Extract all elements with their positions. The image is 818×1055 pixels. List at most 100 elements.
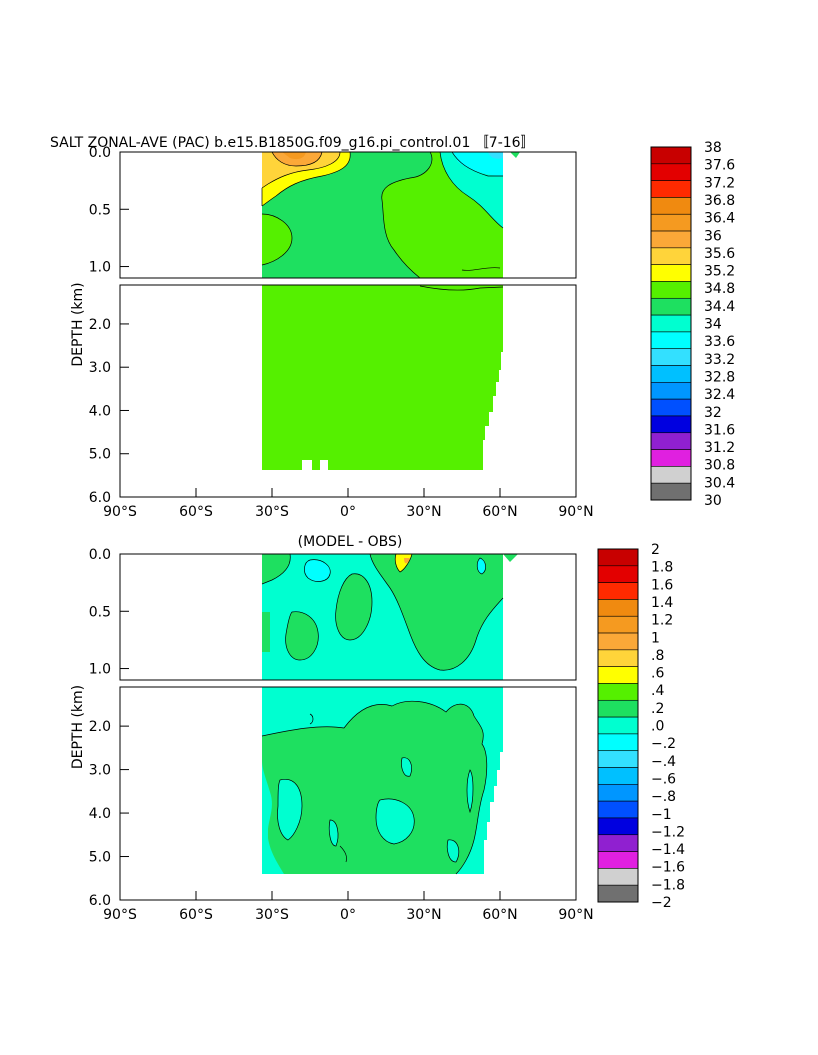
colorbar-label: 32.4 [704, 387, 735, 403]
colorbar-label: 30 [704, 493, 722, 509]
colorbar-label: 30.4 [704, 475, 735, 491]
x-tick-label: 30°N [406, 907, 441, 923]
y-axis-label: DEPTH (km) [70, 282, 86, 366]
colorbar-swatch [650, 432, 692, 450]
colorbar-swatch [597, 784, 639, 802]
colorbar-swatch [650, 415, 692, 434]
colorbar-swatch [597, 683, 639, 701]
colorbar-swatch [650, 180, 692, 198]
colorbar-swatch [597, 868, 639, 886]
colorbar-label: 2 [651, 542, 660, 558]
colorbar-label: 35.2 [704, 264, 735, 280]
colorbar-swatch [597, 582, 639, 600]
colorbar-label: −1.8 [651, 877, 685, 893]
colorbar-label: 37.6 [704, 158, 735, 174]
colorbar-swatch [650, 163, 692, 181]
colorbar-swatch [650, 230, 692, 249]
y-tick-label: 0.0 [89, 145, 111, 161]
colorbar-swatch [650, 482, 692, 501]
colorbar-swatch [650, 213, 692, 232]
colorbar-swatch [597, 817, 639, 836]
colorbar-label: 1 [651, 630, 660, 646]
colorbar-swatch [650, 466, 692, 484]
colorbar-swatch [597, 834, 639, 852]
colorbar-label: 33.2 [704, 352, 735, 368]
colorbar-swatch [597, 767, 639, 785]
x-tick-label: 0° [340, 907, 356, 923]
y-tick-label: 0.5 [89, 202, 111, 218]
colorbar-swatch [597, 548, 639, 567]
bottom-upper-frame [119, 553, 577, 681]
y-tick-label: 1.0 [89, 260, 111, 276]
colorbar-label: 1.6 [651, 577, 673, 593]
y-tick-label: 1.0 [89, 662, 111, 678]
colorbar-frame [650, 146, 692, 501]
bottom-lower-contours [261, 700, 488, 875]
colorbar-label: 30.8 [704, 458, 735, 474]
colorbar-label: .4 [651, 683, 664, 699]
colorbar-label: .6 [651, 666, 664, 682]
x-tick-label: 60°N [482, 504, 517, 520]
top-lower-field [262, 285, 504, 470]
colorbar-swatch [597, 599, 639, 617]
x-tick-label: 90°N [558, 907, 593, 923]
colorbar-swatch [597, 699, 639, 718]
bottom-lower-field [262, 687, 503, 874]
colorbar-swatch [597, 733, 639, 752]
top-upper-field [261, 152, 520, 278]
colorbar-label: .2 [651, 701, 664, 717]
colorbar-label: 31.6 [704, 422, 735, 438]
x-tick-label: 90°N [558, 504, 593, 520]
colorbar-swatch [597, 666, 639, 684]
y-tick-label: 0.0 [89, 547, 111, 563]
x-tick-label: 60°S [179, 504, 213, 520]
colorbar-label: −2 [651, 895, 672, 911]
colorbar-swatch [597, 716, 639, 735]
colorbar-swatch [597, 800, 639, 819]
colorbar-label: −1.6 [651, 860, 685, 876]
colorbar-label: −.8 [651, 789, 676, 805]
colorbar-label: .0 [651, 719, 664, 735]
colorbar-swatch [650, 146, 692, 165]
difference-panel-title: (MODEL - OBS) [298, 534, 403, 550]
y-tick-label: 3.0 [89, 763, 111, 779]
colorbar-label: −.6 [651, 771, 676, 787]
colorbar-swatch [650, 331, 692, 350]
colorbar-label: 33.6 [704, 334, 735, 350]
y-tick-label: 3.0 [89, 360, 111, 376]
y-tick-label: 6.0 [89, 893, 111, 909]
colorbar-label: 35.6 [704, 246, 735, 262]
colorbar-swatch [650, 348, 692, 366]
x-tick-label: 30°N [406, 504, 441, 520]
colorbar-label: −.4 [651, 754, 676, 770]
y-tick-label: 0.5 [89, 604, 111, 620]
colorbar-swatch [650, 247, 692, 265]
colorbar-label: 1.4 [651, 595, 673, 611]
colorbar-swatch [650, 398, 692, 417]
y-tick-label: 2.0 [89, 719, 111, 735]
y-tick-label: 4.0 [89, 806, 111, 822]
y-tick-label: 2.0 [89, 317, 111, 333]
colorbar-frame [597, 548, 639, 903]
colorbar-label: 38 [704, 140, 722, 156]
y-tick-label: 4.0 [89, 403, 111, 419]
colorbar-label: −.2 [651, 736, 676, 752]
colorbar-label: 32.8 [704, 369, 735, 385]
colorbar-swatch [650, 297, 692, 316]
colorbar-label: 34.4 [704, 299, 735, 315]
colorbar-swatch [650, 281, 692, 299]
colorbar-label: 34.8 [704, 281, 735, 297]
colorbar-swatch [650, 382, 692, 400]
x-tick-label: 90°S [103, 504, 137, 520]
x-tick-label: 0° [340, 504, 356, 520]
y-axis-label: DEPTH (km) [70, 685, 86, 769]
x-tick-label: 60°N [482, 907, 517, 923]
colorbar-swatch [597, 632, 639, 651]
y-tick-label: 5.0 [89, 447, 111, 463]
colorbar-swatch [597, 750, 639, 768]
colorbar-label: −1.4 [651, 842, 685, 858]
colorbar-swatch [650, 365, 692, 383]
colorbar-label: −1 [651, 807, 672, 823]
colorbar-label: 1.8 [651, 560, 673, 576]
x-tick-label: 30°S [255, 504, 289, 520]
